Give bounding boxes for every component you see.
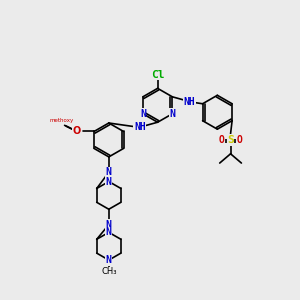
Text: O: O: [74, 127, 80, 136]
Text: O: O: [73, 127, 81, 136]
Text: N: N: [106, 220, 112, 230]
Text: N: N: [106, 227, 112, 237]
Text: Cl: Cl: [151, 70, 164, 80]
Text: N: N: [106, 176, 112, 187]
Text: N: N: [140, 109, 146, 119]
Text: N: N: [169, 109, 175, 119]
Text: O: O: [237, 135, 243, 145]
Text: NH: NH: [184, 97, 195, 107]
Text: O: O: [218, 135, 224, 145]
Text: methoxy: methoxy: [50, 118, 74, 123]
Text: NH: NH: [134, 122, 146, 132]
Text: N: N: [106, 167, 112, 177]
Text: S: S: [227, 135, 234, 145]
Text: CH₃: CH₃: [101, 267, 116, 276]
Text: N: N: [106, 255, 112, 265]
